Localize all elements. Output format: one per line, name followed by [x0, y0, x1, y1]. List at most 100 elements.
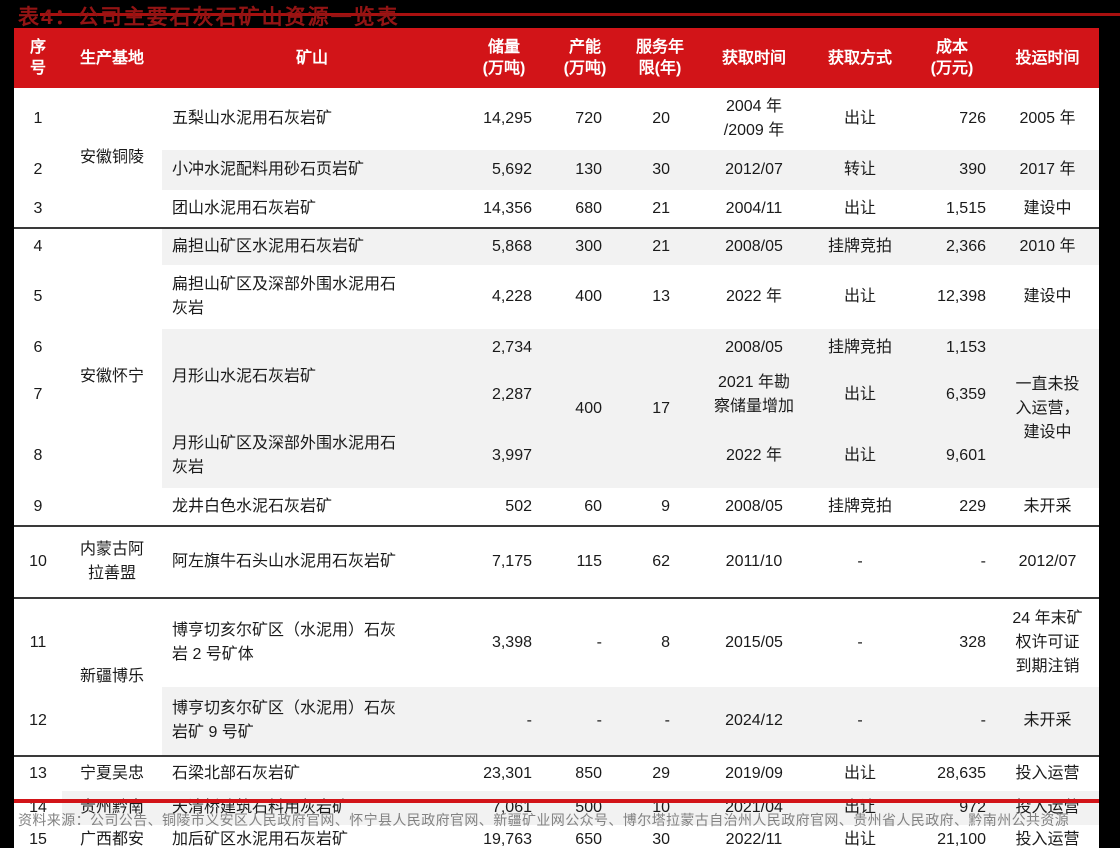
cell-acq-method: 出让 [812, 265, 908, 329]
col-header-acq-time: 获取时间 [696, 28, 812, 88]
cell-operation: 2005 年 [996, 88, 1099, 150]
table-row: 7 2,287 2021 年勘 察储量增加 出让 6,359 [14, 366, 1099, 424]
cell-capacity: 720 [546, 88, 624, 150]
cell-idx: 10 [14, 525, 62, 598]
cell-years: 21 [624, 190, 696, 228]
cell-reserve: 2,287 [462, 366, 546, 424]
cell-years: 9 [624, 488, 696, 526]
cell-reserve: 502 [462, 488, 546, 526]
cell-mine: 加后矿区水泥用石灰岩矿 [162, 825, 462, 848]
cell-cost: 1,153 [908, 329, 996, 366]
cell-acq-method: 出让 [812, 88, 908, 150]
cell-capacity: 400 [546, 329, 624, 488]
cell-base: 安徽怀宁 [62, 227, 162, 526]
cell-idx: 13 [14, 755, 62, 791]
cell-operation: 2012/07 [996, 525, 1099, 598]
table-row: 11 新疆博乐 博亨切亥尔矿区（水泥用）石灰 岩 2 号矿体 3,398 - 8… [14, 597, 1099, 756]
cell-years: 13 [624, 265, 696, 329]
cell-cost: 9,601 [908, 424, 996, 488]
cell-reserve: 23,301 [462, 755, 546, 791]
col-header-capacity: 产能 (万吨) [546, 28, 624, 88]
col-header-idx: 序 号 [14, 28, 62, 88]
table-row: 13 宁夏吴忠 石梁北部石灰岩矿 23,301 850 29 2019/09 出… [14, 755, 1099, 791]
cell-operation: 建设中 [996, 265, 1099, 329]
cell-base: 安徽铜陵 [62, 88, 162, 228]
cell-acq-time: 2015/05 [696, 597, 812, 687]
cell-acq-method: 出让 [812, 755, 908, 791]
cell-reserve: 3,398 [462, 597, 546, 687]
cell-years: 21 [624, 227, 696, 265]
cell-acq-time: 2024/12 [696, 687, 812, 756]
cell-cost: 12,398 [908, 265, 996, 329]
cell-cost: - [908, 687, 996, 756]
cell-operation: 2010 年 [996, 227, 1099, 265]
cell-mine: 龙井白色水泥石灰岩矿 [162, 488, 462, 526]
cell-reserve: 5,692 [462, 150, 546, 190]
cell-acq-time: 2008/05 [696, 329, 812, 366]
cell-mine: 五梨山水泥用石灰岩矿 [162, 88, 462, 150]
cell-cost: - [908, 525, 996, 598]
cell-idx: 14 [14, 791, 62, 825]
cell-operation: 一直未投 入运营， 建设中 [996, 329, 1099, 488]
cell-reserve: 2,734 [462, 329, 546, 366]
col-header-mine: 矿山 [162, 28, 462, 88]
cell-idx: 3 [14, 190, 62, 228]
cell-years: 29 [624, 755, 696, 791]
cell-years: 10 [624, 791, 696, 825]
cell-mine: 扁担山矿区及深部外围水泥用石 灰岩 [162, 265, 462, 329]
cell-capacity: - [546, 687, 624, 756]
cell-acq-method: - [812, 525, 908, 598]
table-row: 12 博亨切亥尔矿区（水泥用）石灰 岩矿 9 号矿 - - - 2024/12 … [14, 687, 1099, 756]
table-body: 1 安徽铜陵 五梨山水泥用石灰岩矿 14,295 720 20 2004 年 /… [14, 88, 1099, 848]
cell-acq-method: 出让 [812, 366, 908, 424]
col-header-reserve: 储量 (万吨) [462, 28, 546, 88]
cell-reserve: 4,228 [462, 265, 546, 329]
cell-mine: 天清桥建筑石料用灰岩矿 [162, 791, 462, 825]
cell-acq-method: 转让 [812, 150, 908, 190]
cell-reserve: 3,997 [462, 424, 546, 488]
cell-acq-time: 2008/05 [696, 488, 812, 526]
cell-reserve: 14,295 [462, 88, 546, 150]
cell-capacity: 500 [546, 791, 624, 825]
cell-acq-method: - [812, 597, 908, 687]
cell-years: 30 [624, 825, 696, 848]
cell-cost: 390 [908, 150, 996, 190]
cell-cost: 6,359 [908, 366, 996, 424]
cell-mine: 扁担山矿区水泥用石灰岩矿 [162, 227, 462, 265]
table-row: 8 月形山矿区及深部外围水泥用石 灰岩 3,997 2022 年 出让 9,60… [14, 424, 1099, 488]
cell-capacity: - [546, 597, 624, 687]
cell-idx: 9 [14, 488, 62, 526]
cell-operation: 投入运营 [996, 825, 1099, 848]
col-header-base: 生产基地 [62, 28, 162, 88]
cell-idx: 7 [14, 366, 62, 424]
cell-reserve: - [462, 687, 546, 756]
table-row: 3 团山水泥用石灰岩矿 14,356 680 21 2004/11 出让 1,5… [14, 190, 1099, 228]
cell-acq-time: 2004/11 [696, 190, 812, 228]
table-row: 14 贵州黔南 天清桥建筑石料用灰岩矿 7,061 500 10 2021/04… [14, 791, 1099, 825]
cell-capacity: 300 [546, 227, 624, 265]
cell-acq-method: 挂牌竞拍 [812, 227, 908, 265]
cell-acq-method: 挂牌竞拍 [812, 329, 908, 366]
figure-title: 表4：公司主要石灰石矿山资源一览表 [18, 6, 400, 29]
cell-mine: 石梁北部石灰岩矿 [162, 755, 462, 791]
cell-cost: 1,515 [908, 190, 996, 228]
table-row: 10 内蒙古阿 拉善盟 阿左旗牛石头山水泥用石灰岩矿 7,175 115 62 … [14, 525, 1099, 598]
cell-acq-time: 2022 年 [696, 424, 812, 488]
cell-acq-method: 挂牌竞拍 [812, 488, 908, 526]
cell-mine: 阿左旗牛石头山水泥用石灰岩矿 [162, 525, 462, 598]
cell-operation: 建设中 [996, 190, 1099, 228]
cell-acq-method: 出让 [812, 190, 908, 228]
cell-years: 8 [624, 597, 696, 687]
cell-capacity: 680 [546, 190, 624, 228]
table-row: 15 广西都安 加后矿区水泥用石灰岩矿 19,763 650 30 2022/1… [14, 825, 1099, 848]
cell-mine: 小冲水泥配料用砂石页岩矿 [162, 150, 462, 190]
cell-acq-time: 2021 年勘 察储量增加 [696, 366, 812, 424]
table-bottom-red-rule [14, 799, 1099, 803]
cell-idx: 15 [14, 825, 62, 848]
top-red-rule [40, 13, 1120, 16]
cell-capacity: 850 [546, 755, 624, 791]
cell-reserve: 19,763 [462, 825, 546, 848]
col-header-acq-method: 获取方式 [812, 28, 908, 88]
cell-idx: 11 [14, 597, 62, 687]
header-row: 序 号 生产基地 矿山 储量 (万吨) 产能 (万吨) 服务年 限(年) 获取时… [14, 28, 1099, 88]
